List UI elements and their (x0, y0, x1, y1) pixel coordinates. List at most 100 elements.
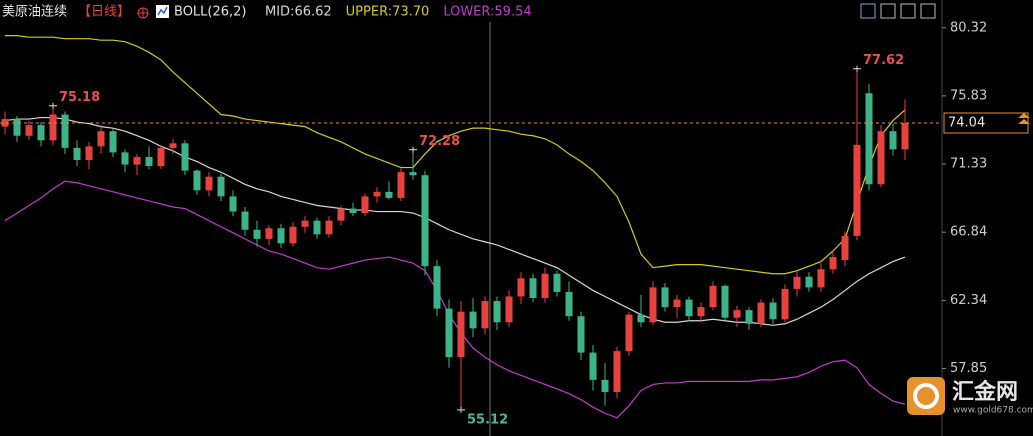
tool-button[interactable] (900, 3, 916, 19)
candle-body (601, 379, 609, 393)
candle-body (613, 351, 621, 393)
candle-body (97, 131, 105, 147)
candle-body (229, 196, 237, 212)
y-tick-label: 80.32 (950, 20, 987, 35)
candle-body (697, 307, 705, 317)
candle-body (145, 156, 153, 167)
candle-body (265, 228, 273, 239)
annotation-label: 55.12 (467, 412, 508, 427)
candle-body (661, 287, 669, 308)
legend: MID:66.62 UPPER:73.70 LOWER:59.54 (265, 5, 532, 20)
candle-body (445, 308, 453, 358)
candle-body (169, 143, 177, 148)
candle-body (277, 228, 285, 244)
period: 【日线】 (78, 5, 130, 20)
candle-body (13, 119, 21, 136)
band-line (4, 180, 906, 419)
candle-body (829, 257, 837, 270)
annotation-label: 72.28 (419, 134, 460, 149)
candle-body (205, 176, 213, 191)
candle-body (133, 156, 141, 165)
toolbar (860, 3, 936, 19)
candle-body (73, 147, 81, 160)
legend-entry: LOWER:59.54 (443, 5, 531, 20)
candle-body (49, 114, 57, 141)
candle-body (841, 235, 849, 261)
candle-body (433, 266, 441, 309)
chart-title: 美原油连续 (2, 4, 67, 20)
candle-body (349, 208, 357, 214)
candle-body (469, 311, 477, 329)
candle-body (589, 352, 597, 380)
band-line (5, 35, 906, 275)
y-tick-label: 62.34 (950, 293, 987, 308)
candle-body (313, 220, 321, 235)
last-price-marker (1018, 112, 1030, 124)
candle-body (1, 119, 9, 127)
candle-body (25, 125, 33, 136)
watermark-url: www.gold678.com (953, 406, 1033, 416)
candle-body (121, 152, 129, 165)
candle-body (805, 276, 813, 288)
candle-body (853, 144, 861, 236)
candle-body (109, 131, 117, 153)
candle-body (685, 299, 693, 317)
y-tick-label: 66.84 (950, 225, 987, 240)
last-price-label: 74.04 (948, 115, 985, 130)
candle-body (577, 316, 585, 353)
candle-body (397, 172, 405, 198)
candle-body (709, 285, 717, 308)
tool-button[interactable] (880, 3, 896, 19)
annotation-label: 77.62 (863, 53, 904, 68)
candle-body (625, 314, 633, 352)
candle-body (757, 302, 765, 324)
band-line (4, 116, 906, 326)
y-tick-label: 71.33 (950, 157, 987, 172)
candle-body (745, 310, 753, 324)
indicator-icon[interactable] (156, 5, 169, 18)
candle-body (769, 302, 777, 320)
candle-body (217, 176, 225, 197)
candle-body (421, 175, 429, 267)
legend-entry: UPPER:73.70 (346, 5, 430, 20)
candle-body (889, 131, 897, 150)
candle-body (673, 299, 681, 308)
tool-button[interactable] (860, 3, 876, 19)
candle-body (781, 288, 789, 320)
candle-body (457, 311, 465, 358)
tool-button[interactable] (920, 3, 936, 19)
candle-body (61, 114, 69, 148)
add-icon[interactable] (137, 7, 149, 19)
candle-body (337, 208, 345, 221)
candle-body (193, 170, 201, 191)
candle-body (901, 122, 909, 150)
candle-body (877, 131, 885, 185)
candle-body (253, 229, 261, 239)
candle-body (793, 276, 801, 289)
candle-body (481, 301, 489, 329)
candle-body (37, 125, 45, 141)
candle-body (517, 278, 525, 297)
indicator-name: BOLL(26,2) (174, 5, 247, 20)
candle-body (541, 273, 549, 298)
candle-body (733, 310, 741, 318)
candle-body (289, 226, 297, 244)
candle-body (361, 196, 369, 214)
candle-body (865, 93, 873, 185)
candle-body (373, 191, 381, 197)
y-tick-label: 57.85 (950, 361, 987, 376)
legend-entry: MID:66.62 (265, 5, 332, 20)
candle-body (565, 291, 573, 317)
candle-body (649, 287, 657, 323)
candle-body (157, 147, 165, 167)
watermark: 汇金网 www.gold678.com (907, 377, 1033, 416)
y-tick-label: 75.83 (950, 88, 987, 103)
candle-body (85, 146, 93, 160)
annotation-label: 75.18 (59, 90, 100, 105)
candle-body (385, 191, 393, 198)
candle-body (721, 285, 729, 318)
candle-body (493, 301, 501, 323)
candle-body (637, 314, 645, 323)
candle-body (301, 220, 309, 227)
